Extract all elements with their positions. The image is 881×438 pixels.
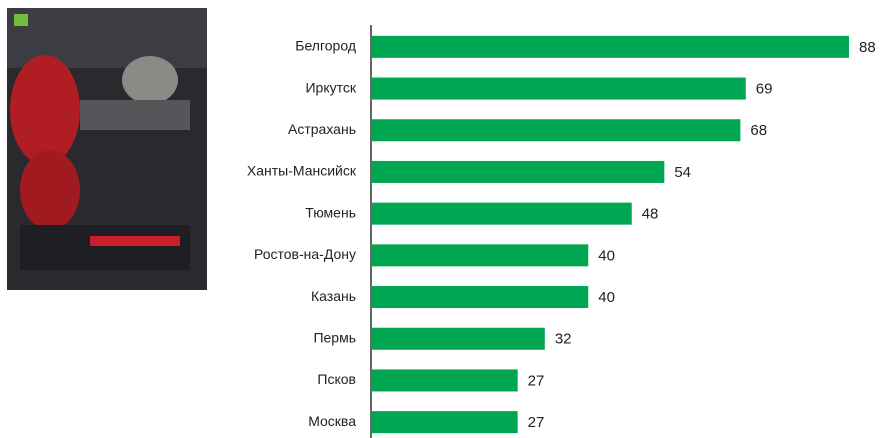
bar xyxy=(371,286,589,309)
bar xyxy=(371,35,849,58)
bar xyxy=(371,160,665,183)
value-label: 40 xyxy=(598,289,615,306)
bar xyxy=(371,244,589,267)
poster-image xyxy=(7,8,207,290)
bar xyxy=(371,77,746,100)
value-label: 27 xyxy=(528,372,545,389)
category-label: Ростов-на-Дону xyxy=(254,246,356,262)
value-label: 27 xyxy=(528,414,545,431)
category-label: Иркутск xyxy=(305,79,356,95)
category-label: Москва xyxy=(308,413,356,429)
category-label: Астрахань xyxy=(288,121,356,137)
value-label: 68 xyxy=(750,122,767,139)
value-label: 88 xyxy=(859,39,876,56)
category-label: Белгород xyxy=(295,38,356,54)
bar xyxy=(371,327,545,350)
category-label: Пермь xyxy=(313,329,356,345)
category-label: Казань xyxy=(311,288,356,304)
value-label: 48 xyxy=(642,206,659,223)
bar xyxy=(371,202,632,225)
bar xyxy=(371,369,518,392)
value-label: 32 xyxy=(555,331,572,348)
bar xyxy=(371,411,518,434)
value-label: 69 xyxy=(756,81,773,98)
bar xyxy=(371,119,741,142)
category-label: Тюмень xyxy=(305,204,356,220)
category-label: Ханты-Мансийск xyxy=(247,163,357,179)
value-label: 54 xyxy=(674,164,691,181)
value-label: 40 xyxy=(598,247,615,264)
category-label: Псков xyxy=(317,371,356,387)
